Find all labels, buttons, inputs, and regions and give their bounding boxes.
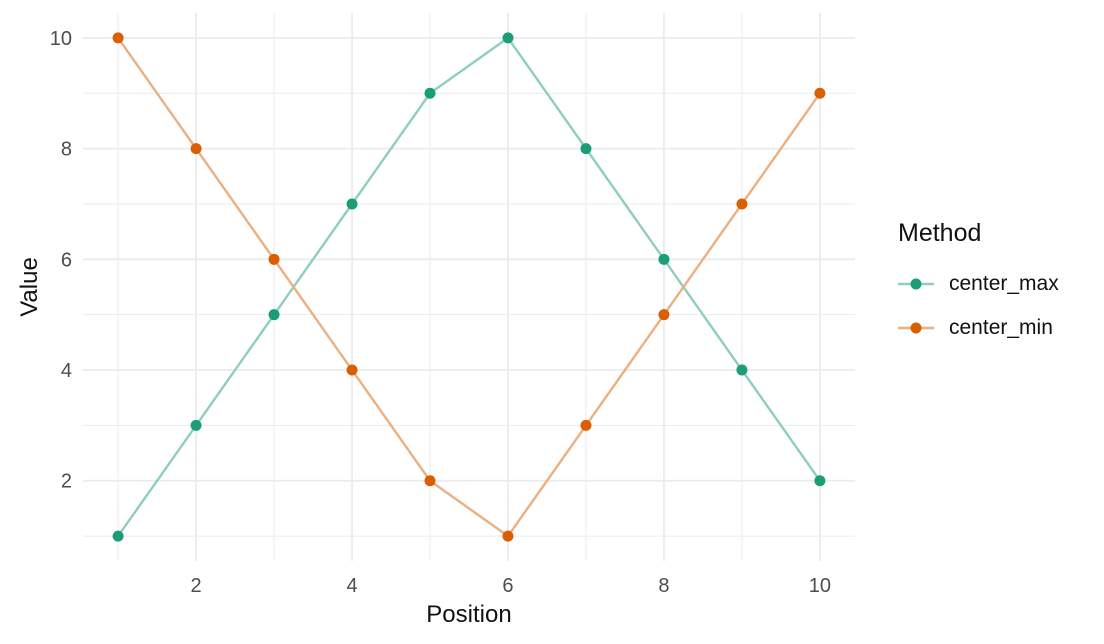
legend-items: center_max center_min bbox=[898, 272, 1059, 340]
data-point-center_max bbox=[346, 198, 358, 210]
data-point-center_min bbox=[268, 253, 280, 265]
data-point-center_max bbox=[112, 530, 124, 542]
data-point-center_max bbox=[190, 419, 202, 431]
data-point-center_min bbox=[424, 475, 436, 487]
legend: Method center_max center_min bbox=[898, 218, 1059, 360]
series-line-center_max bbox=[117, 36, 821, 537]
data-point-center_min bbox=[814, 87, 826, 99]
data-point-center_max bbox=[424, 87, 436, 99]
data-point-center_max bbox=[502, 32, 514, 44]
legend-item-label: center_max bbox=[949, 272, 1059, 295]
data-point-center_max bbox=[736, 364, 748, 376]
legend-key-icon bbox=[898, 278, 934, 290]
data-point-center_max bbox=[658, 253, 670, 265]
x-tick-label: 8 bbox=[658, 575, 669, 597]
data-point-center_max bbox=[268, 309, 280, 321]
data-point-center_min bbox=[580, 419, 592, 431]
x-axis-title: Position bbox=[426, 601, 512, 628]
data-point-center_min bbox=[112, 32, 124, 44]
x-tick-label: 6 bbox=[502, 575, 513, 597]
data-point-center_min bbox=[190, 143, 202, 155]
legend-item-center_max: center_max bbox=[898, 272, 1059, 296]
x-tick-label: 2 bbox=[191, 575, 202, 597]
data-point-center_max bbox=[814, 475, 826, 487]
legend-key-icon bbox=[898, 322, 934, 334]
x-tick-label: 4 bbox=[346, 575, 357, 597]
y-axis-title: Value bbox=[16, 257, 43, 317]
y-tick-label: 10 bbox=[50, 28, 72, 50]
data-point-center_min bbox=[658, 309, 670, 321]
data-point-center_min bbox=[346, 364, 358, 376]
legend-title: Method bbox=[898, 219, 982, 247]
data-point-center_min bbox=[502, 530, 514, 542]
legend-item-center_min: center_min bbox=[898, 316, 1059, 340]
y-tick-label: 8 bbox=[61, 139, 72, 161]
x-tick-label: 10 bbox=[809, 575, 831, 597]
legend-item-label: center_min bbox=[949, 316, 1053, 339]
data-point-center_max bbox=[580, 143, 592, 155]
y-tick-label: 2 bbox=[61, 471, 72, 493]
series-line-center_min bbox=[117, 37, 821, 538]
y-tick-label: 6 bbox=[61, 249, 72, 271]
data-point-center_min bbox=[736, 198, 748, 210]
y-tick-label: 4 bbox=[61, 360, 72, 382]
